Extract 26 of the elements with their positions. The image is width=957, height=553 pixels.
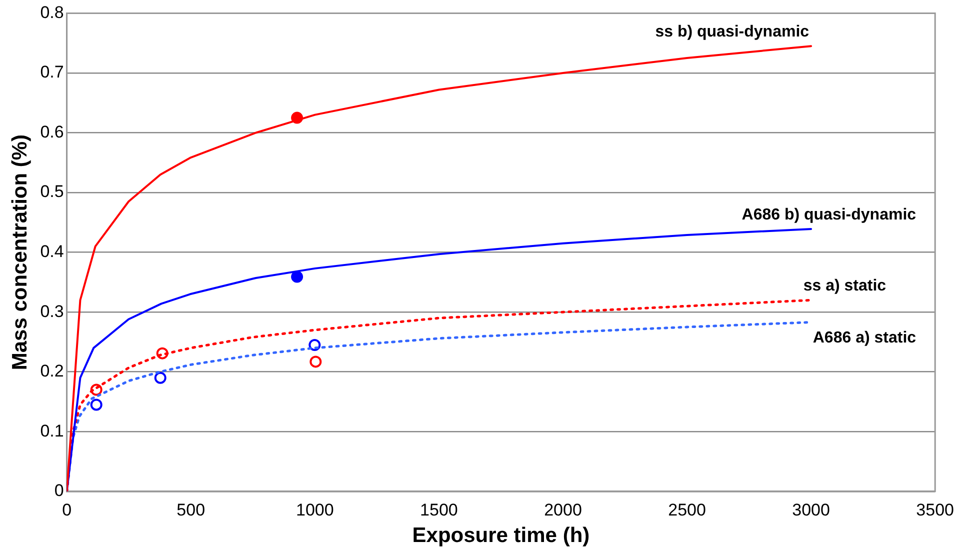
series-label: A686 b) quasi-dynamic [742, 206, 916, 224]
y-tick-label: 0.4 [40, 242, 64, 261]
x-tick-label: 3000 [792, 500, 830, 520]
y-tick-label: 0.6 [40, 122, 64, 142]
x-tick-label: 500 [176, 500, 206, 520]
point [154, 372, 166, 384]
x-axis-title: Exposure time (h) [412, 524, 590, 548]
y-tick-label: 0 [54, 481, 64, 500]
x-tick-label: 1500 [420, 500, 458, 520]
y-tick-label: 0.1 [40, 421, 64, 440]
y-tick-label: 0.2 [40, 362, 64, 381]
y-tick-label: 0.5 [40, 182, 64, 202]
x-tick-label: 2500 [668, 500, 706, 520]
y-tick-label: 0.8 [40, 2, 64, 22]
y-axis-title: Mass concentration (%) [8, 134, 32, 370]
series-label: ss a) static [803, 278, 886, 295]
point [291, 270, 304, 283]
series-label: A686 a) static [812, 330, 916, 347]
point [310, 356, 322, 368]
y-tick-label: 0.7 [40, 62, 64, 82]
series-label: ss b) quasi-dynamic [655, 23, 810, 40]
x-tick-label: 1000 [296, 500, 334, 520]
x-tick-label: 2000 [544, 500, 582, 520]
y-tick-label: 0.3 [40, 302, 64, 321]
x-tick-label: 3500 [916, 500, 954, 520]
point [90, 398, 102, 411]
